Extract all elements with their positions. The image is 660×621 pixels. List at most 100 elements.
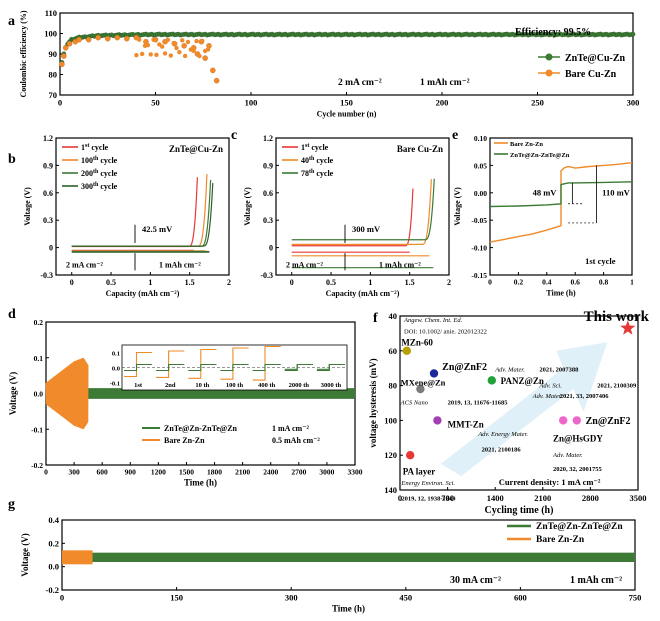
legend-label-b: 300th cycle	[81, 182, 118, 191]
x-tick-label-b: 2	[227, 278, 231, 287]
x-tick-label-e: 0.6	[571, 278, 581, 287]
x-tick-label-g: 150	[170, 593, 183, 603]
point-barecu	[185, 39, 191, 45]
literature-label-f: PA layer	[403, 466, 436, 476]
legend-label-g: Bare Zn-Zn	[536, 535, 585, 545]
literature-point-f	[487, 376, 496, 385]
inset-curve-d	[316, 363, 345, 372]
legend-label-g: ZnTe@Zn-ZnTe@Zn	[536, 522, 623, 532]
point-barecu	[85, 36, 92, 43]
point-barecu	[154, 52, 159, 58]
panel-title-b: ZnTe@Cu-Zn	[169, 144, 223, 154]
y-tick-label-f: 100	[384, 415, 397, 425]
current-label-c: 2 mA cm⁻²	[286, 261, 323, 270]
x-tick-label-b: 0	[70, 278, 74, 287]
y-tick-label-c: -0.3	[260, 271, 273, 280]
x-tick-label-a: 50	[151, 98, 160, 108]
inset-curve-d	[252, 345, 281, 381]
capacity-label-g: 1 mAh cm⁻²	[570, 575, 622, 586]
point-barecu	[145, 42, 151, 48]
plot-frame-c	[275, 137, 450, 276]
inset-curve-d	[284, 363, 313, 372]
y-axis-label-e: Voltage (V)	[453, 187, 462, 226]
x-axis-label-a: Cycle number (n)	[317, 110, 377, 119]
panel-letter-c: c	[231, 128, 237, 143]
point-barecu	[105, 35, 111, 42]
point-barecu	[148, 52, 153, 57]
literature-ref2-f: 2021, 2007388	[539, 367, 579, 374]
current-density-f: Current density: 1 mA cm⁻²	[499, 477, 601, 487]
y-tick-label-b: 1.2	[43, 134, 53, 143]
y-tick-label-d: 0.1	[34, 354, 44, 363]
literature-ref-f: Adv. Mater.	[552, 452, 583, 459]
current-label-a: 2 mA cm⁻²	[338, 78, 382, 88]
x-tick-label-d: 300	[68, 468, 80, 477]
legend-label-b: 200th cycle	[81, 169, 118, 178]
y-tick-label-d: -0.1	[31, 425, 43, 434]
efficiency-label: Efficiency: 99.5%	[515, 27, 591, 38]
point-barecu	[171, 40, 176, 46]
legend-label-a: ZnTe@Cu-Zn	[565, 53, 626, 64]
inset-curve-d	[252, 363, 281, 372]
inset-y-tick: 0.1	[112, 351, 120, 358]
point-barecu	[168, 53, 173, 58]
point-barecu	[180, 38, 185, 43]
x-tick-label-d: 1200	[151, 468, 166, 477]
y-tick-label-d: 0.2	[34, 318, 44, 327]
x-axis-label-g: Time (h)	[332, 604, 365, 614]
literature-point-f	[402, 346, 411, 355]
point-barecu	[159, 44, 165, 49]
y-tick-label-e: -0.10	[471, 244, 487, 253]
x-tick-label-f: 700	[441, 493, 454, 503]
x-tick-label-e: 0.2	[514, 278, 524, 287]
inset-y-tick: 0.0	[112, 366, 120, 373]
x-tick-label-e: 0.8	[599, 278, 609, 287]
panel-letter-e: e	[452, 128, 458, 143]
literature-ref2-f: 2020, 32, 2001755	[553, 466, 603, 473]
y-tick-label-b: 0.9	[43, 161, 53, 170]
x-axis-label-b: Capacity (mAh cm⁻²)	[106, 289, 180, 298]
point-barecu	[182, 53, 188, 59]
x-tick-label-a: 200	[436, 98, 449, 108]
x-tick-label-b: 0.5	[106, 278, 116, 287]
curve-e	[489, 181, 633, 208]
inset-curve-d	[156, 363, 185, 372]
x-axis-label-f: Cycling time (h)	[485, 505, 554, 516]
point-barecu	[124, 35, 130, 42]
x-tick-label-c: 0	[290, 278, 294, 287]
legend-marker-a	[545, 53, 553, 61]
literature-ref2-f: 2019, 12, 1938-1949	[401, 495, 456, 502]
y-tick-label-c: 1.2	[263, 134, 273, 143]
y-tick-label-c: 0.3	[263, 216, 273, 225]
literature-label-f: Zn@ZnF2	[586, 416, 631, 427]
ref-this-work: Angew. Chem. Int. Ed.	[403, 317, 463, 324]
x-tick-label-f: 1400	[487, 493, 504, 503]
literature-label-f: Zn@HsGDY	[553, 433, 603, 443]
y-axis-label-a: Coulombic efficiency (%)	[19, 10, 28, 97]
point-barecu	[210, 67, 216, 74]
literature-point-f	[433, 416, 442, 425]
y-tick-label-f: 60	[389, 346, 398, 356]
point-barecu	[165, 37, 171, 43]
literature-point-f	[572, 416, 581, 425]
x-tick-label-f: 2800	[582, 493, 599, 503]
literature-point-f	[406, 451, 415, 460]
point-barecu	[114, 34, 121, 41]
point-barecu	[76, 36, 82, 43]
capacity-label-c: 1 mAh cm⁻²	[379, 261, 421, 270]
x-tick-label-d: 3300	[348, 468, 363, 477]
y-tick-label-c: 0	[269, 244, 273, 253]
legend-label-d: Bare Zn-Zn	[164, 436, 205, 445]
x-tick-label-c: 1.5	[405, 278, 415, 287]
x-tick-label-d: 2700	[291, 468, 306, 477]
panel-letter-a: a	[8, 14, 15, 29]
literature-ref2-f: 2021, 2100186	[482, 447, 522, 454]
literature-label-f: MMT-Zn	[448, 419, 484, 429]
point-barecu	[139, 51, 145, 57]
oscillation-bare-d	[45, 357, 89, 430]
legend-label-e: Bare Zn-Zn	[510, 141, 543, 148]
point-barecu	[194, 38, 199, 44]
point-barecu	[202, 55, 208, 61]
literature-ref2-f: 2021, 2100309	[597, 382, 637, 389]
curve-c	[291, 178, 435, 241]
